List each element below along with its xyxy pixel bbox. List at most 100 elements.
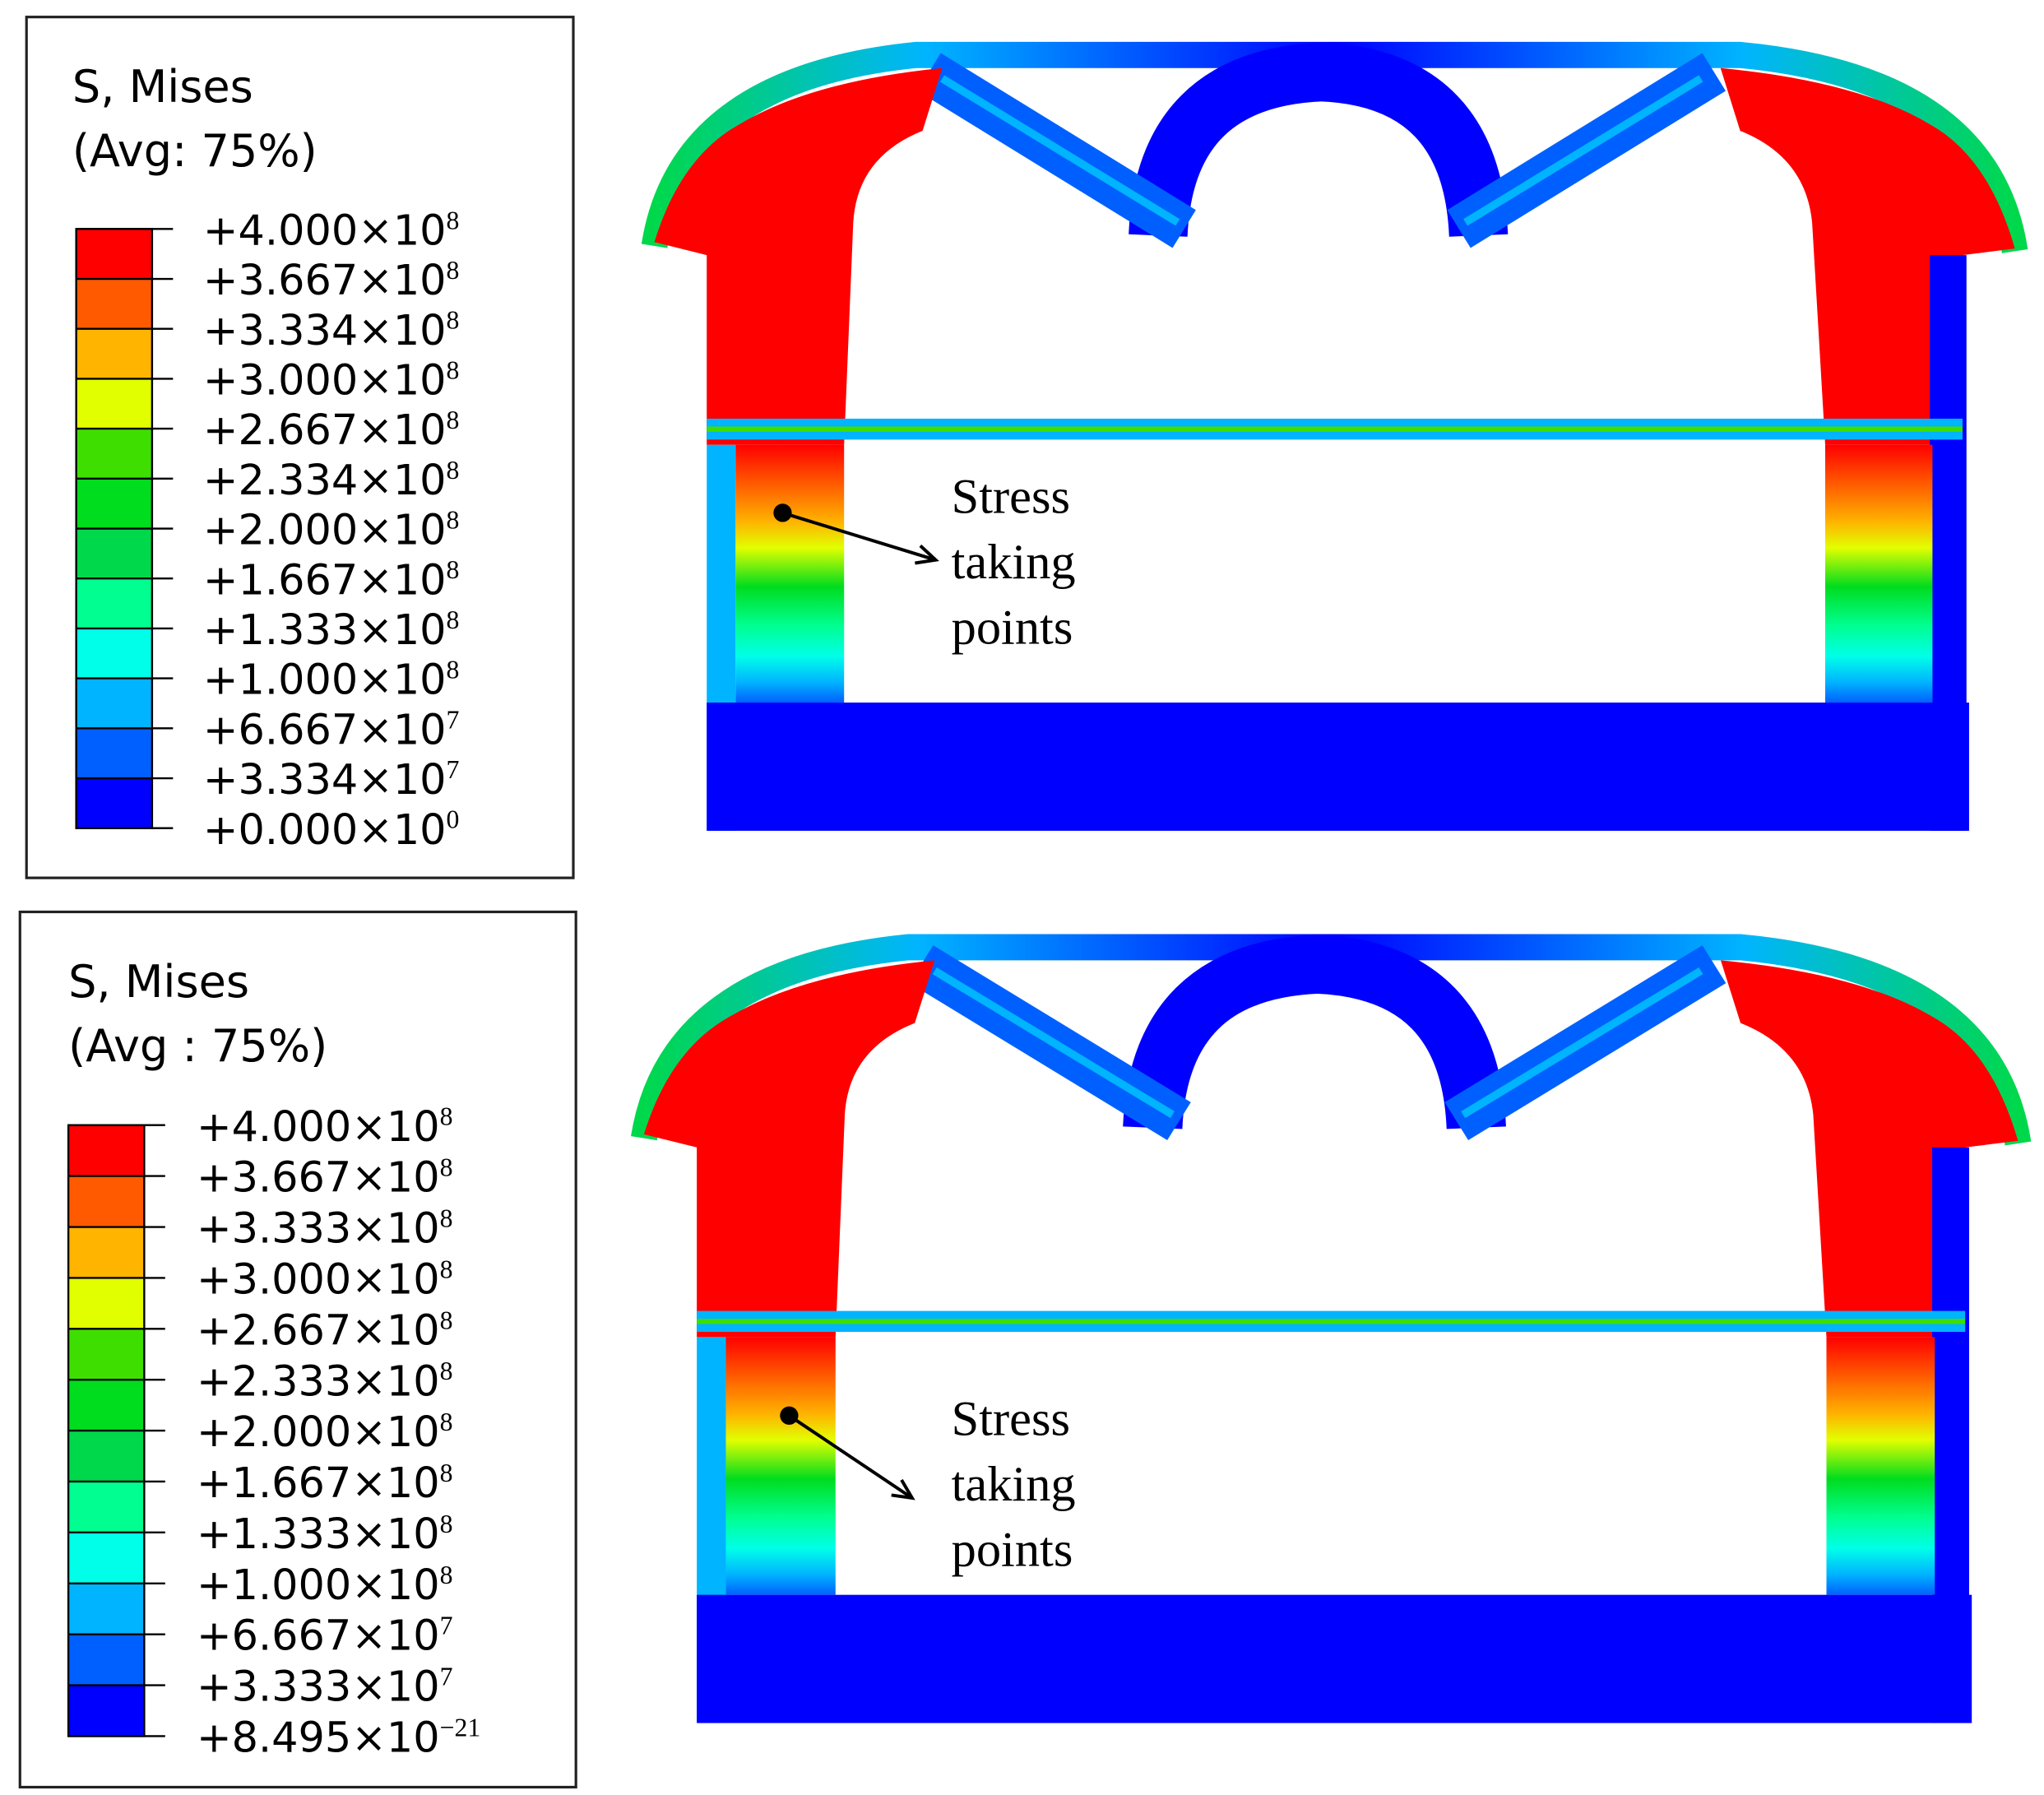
- legend-label: +2.000×108: [203, 506, 460, 555]
- panel: S, Mises(Avg : 75%)+4.000×108+3.667×108+…: [18, 910, 2019, 1789]
- label-exponent: 8: [447, 355, 460, 384]
- legend-band: [68, 1176, 145, 1228]
- stress-contour-model: [644, 947, 2019, 1723]
- label-exponent: 7: [440, 1663, 453, 1691]
- label-mantissa: +8.495×10: [197, 1714, 440, 1763]
- legend-label: +3.333×107: [197, 1663, 453, 1712]
- label-exponent: 8: [440, 1153, 453, 1182]
- label-mantissa: +6.667×10: [197, 1612, 440, 1661]
- legend-band: [76, 678, 152, 730]
- legend-band: [76, 528, 152, 580]
- label-exponent: 8: [447, 256, 460, 285]
- legend-band: [76, 429, 152, 480]
- label-mantissa: +3.000×10: [203, 356, 447, 405]
- legend-band: [76, 328, 152, 380]
- legend-label: +2.000×108: [197, 1408, 453, 1457]
- panel: S, Mises(Avg: 75%)+4.000×108+3.667×108+3…: [25, 16, 2015, 879]
- legend-label: +3.000×108: [197, 1255, 453, 1304]
- legend-label: +6.667×107: [203, 705, 460, 754]
- legend-label: +8.495×10−21: [197, 1713, 480, 1762]
- legend-band: [76, 778, 152, 829]
- legend-label: +3.000×108: [203, 355, 460, 405]
- legend-band: [76, 378, 152, 429]
- legend-label: +3.667×108: [197, 1153, 453, 1203]
- legend-band: [76, 478, 152, 530]
- label-mantissa: +3.667×10: [197, 1154, 440, 1203]
- label-mantissa: +0.000×10: [203, 806, 447, 855]
- label-mantissa: +2.000×10: [203, 507, 447, 555]
- legend-label: +3.334×107: [203, 755, 460, 805]
- legend-label: +2.667×108: [197, 1306, 453, 1355]
- label-mantissa: +3.334×10: [203, 756, 447, 805]
- label-mantissa: +2.333×10: [197, 1357, 440, 1406]
- label-exponent: 7: [447, 755, 460, 784]
- annotation-text: points: [952, 600, 1073, 655]
- legend-label: +2.334×108: [203, 456, 460, 505]
- legend-label: +1.333×108: [197, 1510, 453, 1559]
- label-mantissa: +2.334×10: [203, 457, 447, 505]
- legend-band: [68, 1227, 145, 1279]
- legend-band: [76, 728, 152, 779]
- label-exponent: 8: [447, 555, 460, 584]
- legend-subtitle: (Avg: 75%): [72, 125, 317, 177]
- legend-band: [68, 1685, 145, 1737]
- label-exponent: 7: [447, 705, 460, 734]
- label-exponent: 8: [440, 1561, 453, 1589]
- annotation-arrow: [788, 1414, 914, 1500]
- legend-band: [68, 1125, 145, 1177]
- legend-title: S, Mises: [72, 61, 253, 113]
- arrow-head: [915, 544, 939, 565]
- annotation-text: taking: [952, 535, 1076, 590]
- label-exponent: −21: [440, 1713, 481, 1742]
- legend-label: +4.000×108: [203, 206, 460, 255]
- legend-band: [76, 229, 152, 280]
- label-mantissa: +2.667×10: [197, 1306, 440, 1355]
- label-exponent: 7: [440, 1612, 453, 1640]
- legend-band: [76, 578, 152, 629]
- legend-label: +1.000×108: [203, 656, 460, 705]
- label-exponent: 8: [447, 406, 460, 434]
- label-exponent: 8: [447, 506, 460, 535]
- legend-label: +2.333×108: [197, 1357, 453, 1406]
- label-mantissa: +4.000×10: [203, 206, 447, 255]
- legend-label: +6.667×107: [197, 1612, 453, 1661]
- legend-label: +1.000×108: [197, 1561, 453, 1610]
- legend-band: [68, 1380, 145, 1431]
- label-exponent: 8: [440, 1510, 453, 1538]
- label-mantissa: +1.667×10: [203, 556, 447, 605]
- label-mantissa: +3.334×10: [203, 307, 447, 355]
- label-exponent: 8: [440, 1408, 453, 1436]
- label-exponent: 0: [447, 805, 460, 834]
- label-exponent: 8: [440, 1306, 453, 1334]
- label-mantissa: +1.000×10: [203, 656, 447, 705]
- annotation-text: points: [952, 1523, 1073, 1578]
- annotation-arrow: [781, 511, 937, 562]
- stress-contour-model: [655, 55, 2015, 831]
- label-exponent: 8: [447, 456, 460, 485]
- legend-band: [68, 1278, 145, 1330]
- legend-label: +1.333×108: [203, 605, 460, 655]
- annotation-text: Stress: [952, 1392, 1070, 1447]
- label-mantissa: +1.333×10: [197, 1510, 440, 1559]
- label-exponent: 8: [447, 605, 460, 634]
- label-mantissa: +2.000×10: [197, 1408, 440, 1457]
- legend-band: [76, 279, 152, 330]
- legend-band: [68, 1329, 145, 1380]
- annotation-text: taking: [952, 1457, 1076, 1512]
- panels: S, Mises(Avg: 75%)+4.000×108+3.667×108+3…: [18, 16, 2019, 1789]
- label-exponent: 8: [440, 1255, 453, 1283]
- legend-band: [68, 1481, 145, 1533]
- label-mantissa: +3.000×10: [197, 1255, 440, 1304]
- legend-band: [68, 1431, 145, 1482]
- legend-band: [68, 1634, 145, 1686]
- label-exponent: 8: [440, 1357, 453, 1385]
- label-mantissa: +3.333×10: [197, 1663, 440, 1712]
- label-exponent: 8: [447, 306, 460, 335]
- label-mantissa: +1.000×10: [197, 1561, 440, 1610]
- label-mantissa: +1.333×10: [203, 606, 447, 655]
- label-mantissa: +4.000×10: [197, 1103, 440, 1152]
- legend-label: +2.667×108: [203, 406, 460, 455]
- legend-band: [76, 628, 152, 680]
- legend-subtitle: (Avg : 75%): [68, 1020, 327, 1072]
